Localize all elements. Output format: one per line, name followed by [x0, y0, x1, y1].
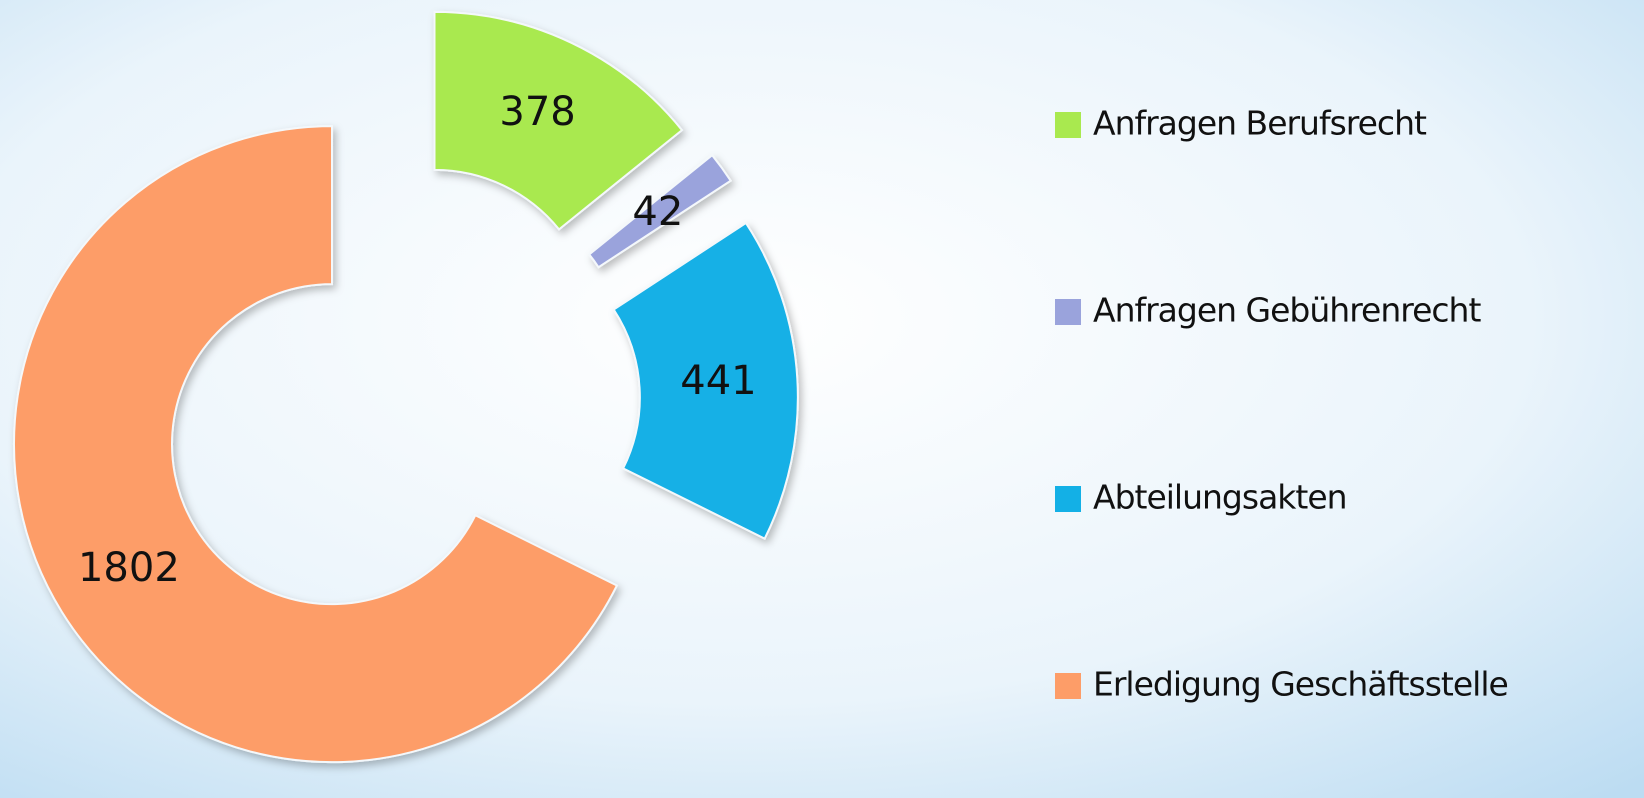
slice	[13, 125, 619, 764]
data-label: 441	[680, 358, 756, 404]
legend-label: Abteilungsakten	[1093, 478, 1347, 517]
legend: Anfragen Berufsrecht Anfragen Gebührenrec…	[1055, 104, 1509, 704]
legend-label: Erledigung Geschäftsstelle	[1093, 665, 1508, 704]
data-label: 378	[499, 89, 575, 135]
slice	[587, 153, 733, 269]
legend-swatch	[1055, 112, 1081, 138]
data-label: 1802	[78, 545, 180, 591]
slices: 378 42 441 1802	[13, 10, 799, 764]
slice	[612, 221, 799, 540]
slice	[433, 10, 684, 231]
legend-swatch	[1055, 673, 1081, 699]
legend-swatch	[1055, 486, 1081, 512]
data-label: 42	[632, 189, 683, 235]
legend-swatch	[1055, 299, 1081, 325]
legend-label: Anfragen Berufsrecht	[1093, 104, 1427, 143]
legend-label: Anfragen Gebührenrecht	[1093, 291, 1481, 330]
